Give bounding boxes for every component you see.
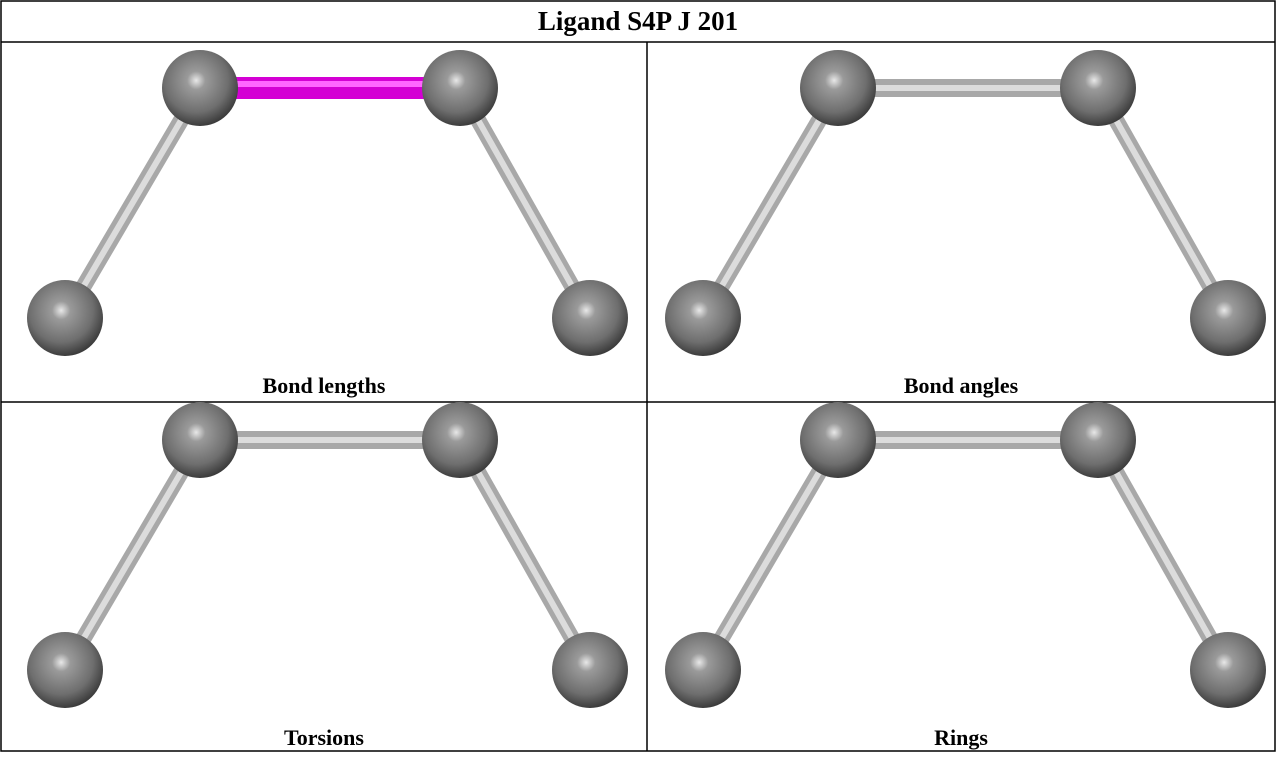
panel-caption: Torsions <box>284 725 364 750</box>
molecule <box>665 50 1266 356</box>
molecule <box>665 402 1266 708</box>
panel-caption: Rings <box>934 725 988 750</box>
panel-caption: Bond lengths <box>263 373 386 398</box>
figure: Ligand S4P J 201 Bond lengths Bond angle… <box>0 0 1277 753</box>
molecule <box>27 402 628 708</box>
molecule <box>27 50 628 356</box>
panel-caption: Bond angles <box>904 373 1019 398</box>
page: Ligand S4P J 201 Bond lengths Bond angle… <box>0 0 1277 753</box>
table-title: Ligand S4P J 201 <box>538 6 738 36</box>
